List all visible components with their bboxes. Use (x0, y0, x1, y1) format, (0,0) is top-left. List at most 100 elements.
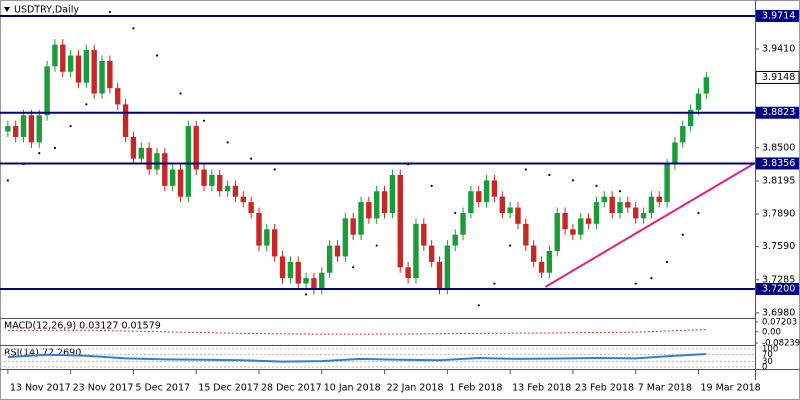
candle-body (476, 191, 482, 203)
candle-body (91, 50, 97, 94)
candle-body (633, 207, 639, 219)
sar-dot (618, 190, 622, 193)
x-tick-label: 13 Feb 2018 (512, 383, 571, 394)
level-label: 3.9714 (762, 10, 795, 21)
sar-dot (38, 152, 41, 155)
sar-dot (681, 233, 684, 236)
y-tick-label: 3.9410 (762, 43, 795, 54)
sar-dot (273, 168, 276, 171)
sar-dot (595, 184, 598, 187)
candle-body (240, 196, 246, 203)
candle-body (115, 88, 121, 105)
candle-body (169, 169, 176, 186)
candle-body (428, 245, 435, 262)
candle-body (664, 164, 670, 203)
candle-body (342, 218, 349, 257)
y-tick-label: 3.8500 (762, 142, 795, 153)
candle-body (648, 196, 655, 213)
candle-body (138, 147, 144, 159)
candle-body (319, 272, 325, 290)
x-tick-label: 7 Mar 2018 (638, 383, 692, 394)
candle-body (295, 261, 301, 284)
sar-dot (304, 293, 308, 296)
candle-body (264, 229, 270, 246)
x-tick-label: 19 Mar 2018 (700, 383, 760, 394)
candle-body (413, 223, 419, 279)
candle-body (326, 245, 333, 273)
candle-body (366, 202, 372, 219)
candle-body (209, 174, 215, 186)
candle-body (334, 245, 341, 257)
candle-body (303, 278, 309, 284)
candle-body (162, 153, 168, 186)
candle-body (248, 202, 254, 213)
indicator-line (7, 353, 707, 363)
x-tick-label: 5 Dec 2017 (135, 383, 190, 394)
y-tick-label: 3.6980 (762, 307, 795, 318)
y-tick-label: 3.7590 (762, 241, 795, 252)
candle-body (44, 66, 50, 116)
sar-dot (352, 266, 355, 269)
candle-body (491, 180, 498, 197)
candle-body (625, 202, 631, 208)
candle-body (12, 126, 19, 137)
candle-body (578, 218, 584, 235)
sar-dot (493, 282, 496, 285)
y-tick-label: 3.7890 (762, 209, 795, 220)
x-tick-label: 15 Dec 2017 (198, 383, 259, 394)
y-tick-label: 0.00 (762, 327, 781, 337)
candle-body (99, 60, 105, 94)
sar-dot (226, 141, 229, 144)
candle-body (287, 261, 294, 279)
sar-dot (69, 124, 72, 128)
sar-dot (250, 157, 253, 160)
candle-body (311, 278, 317, 290)
x-tick-label: 23 Feb 2018 (575, 383, 634, 394)
candle-body (358, 202, 364, 235)
trendline (544, 162, 756, 288)
sar-dot (509, 244, 512, 247)
y-tick-label: -0.08239 (762, 339, 800, 349)
candle-body (28, 115, 35, 143)
y-tick-label: 3.8195 (762, 175, 795, 186)
candle-body (52, 44, 58, 67)
chart-title: USDTRY,Daily (14, 5, 79, 16)
sar-dot (132, 27, 135, 30)
sar-dot (430, 184, 433, 187)
candle-body (381, 191, 388, 213)
candle-body (60, 44, 66, 72)
menu-arrow[interactable] (4, 7, 10, 12)
y-tick-label: 0.07203 (762, 318, 797, 328)
candle-body (530, 245, 537, 262)
sar-dot (477, 304, 480, 307)
macd-title: MACD(12,26,9) 0.03127 0.01579 (4, 321, 161, 332)
x-tick-label: 13 Nov 2017 (10, 383, 71, 394)
level-label: 3.8823 (762, 107, 795, 118)
candle-body (507, 207, 513, 213)
candle-body (593, 202, 600, 224)
y-tick-label: 70 (762, 350, 773, 360)
candle-body (601, 196, 608, 203)
price-label-box (755, 70, 800, 84)
candle-body (224, 185, 231, 192)
candle-body (67, 55, 74, 72)
level-label-box (756, 283, 799, 296)
sar-dot (665, 260, 669, 263)
candle-body (436, 261, 443, 290)
y-tick-label: 0 (762, 363, 767, 373)
candle-body (201, 169, 207, 186)
candle-body (185, 126, 192, 197)
candle-body (468, 191, 474, 213)
sar-dot (697, 211, 700, 215)
candle-body (687, 109, 694, 127)
candle-body (452, 234, 458, 246)
candle-body (554, 212, 560, 251)
candle-body (499, 196, 505, 213)
candle-body (177, 169, 184, 197)
rsi-title: RSI(14) 72.2690 (4, 348, 81, 359)
candle-body (656, 196, 662, 203)
x-tick-label: 28 Dec 2017 (261, 383, 322, 394)
level-label-box (756, 157, 799, 170)
candle-body (83, 50, 90, 83)
